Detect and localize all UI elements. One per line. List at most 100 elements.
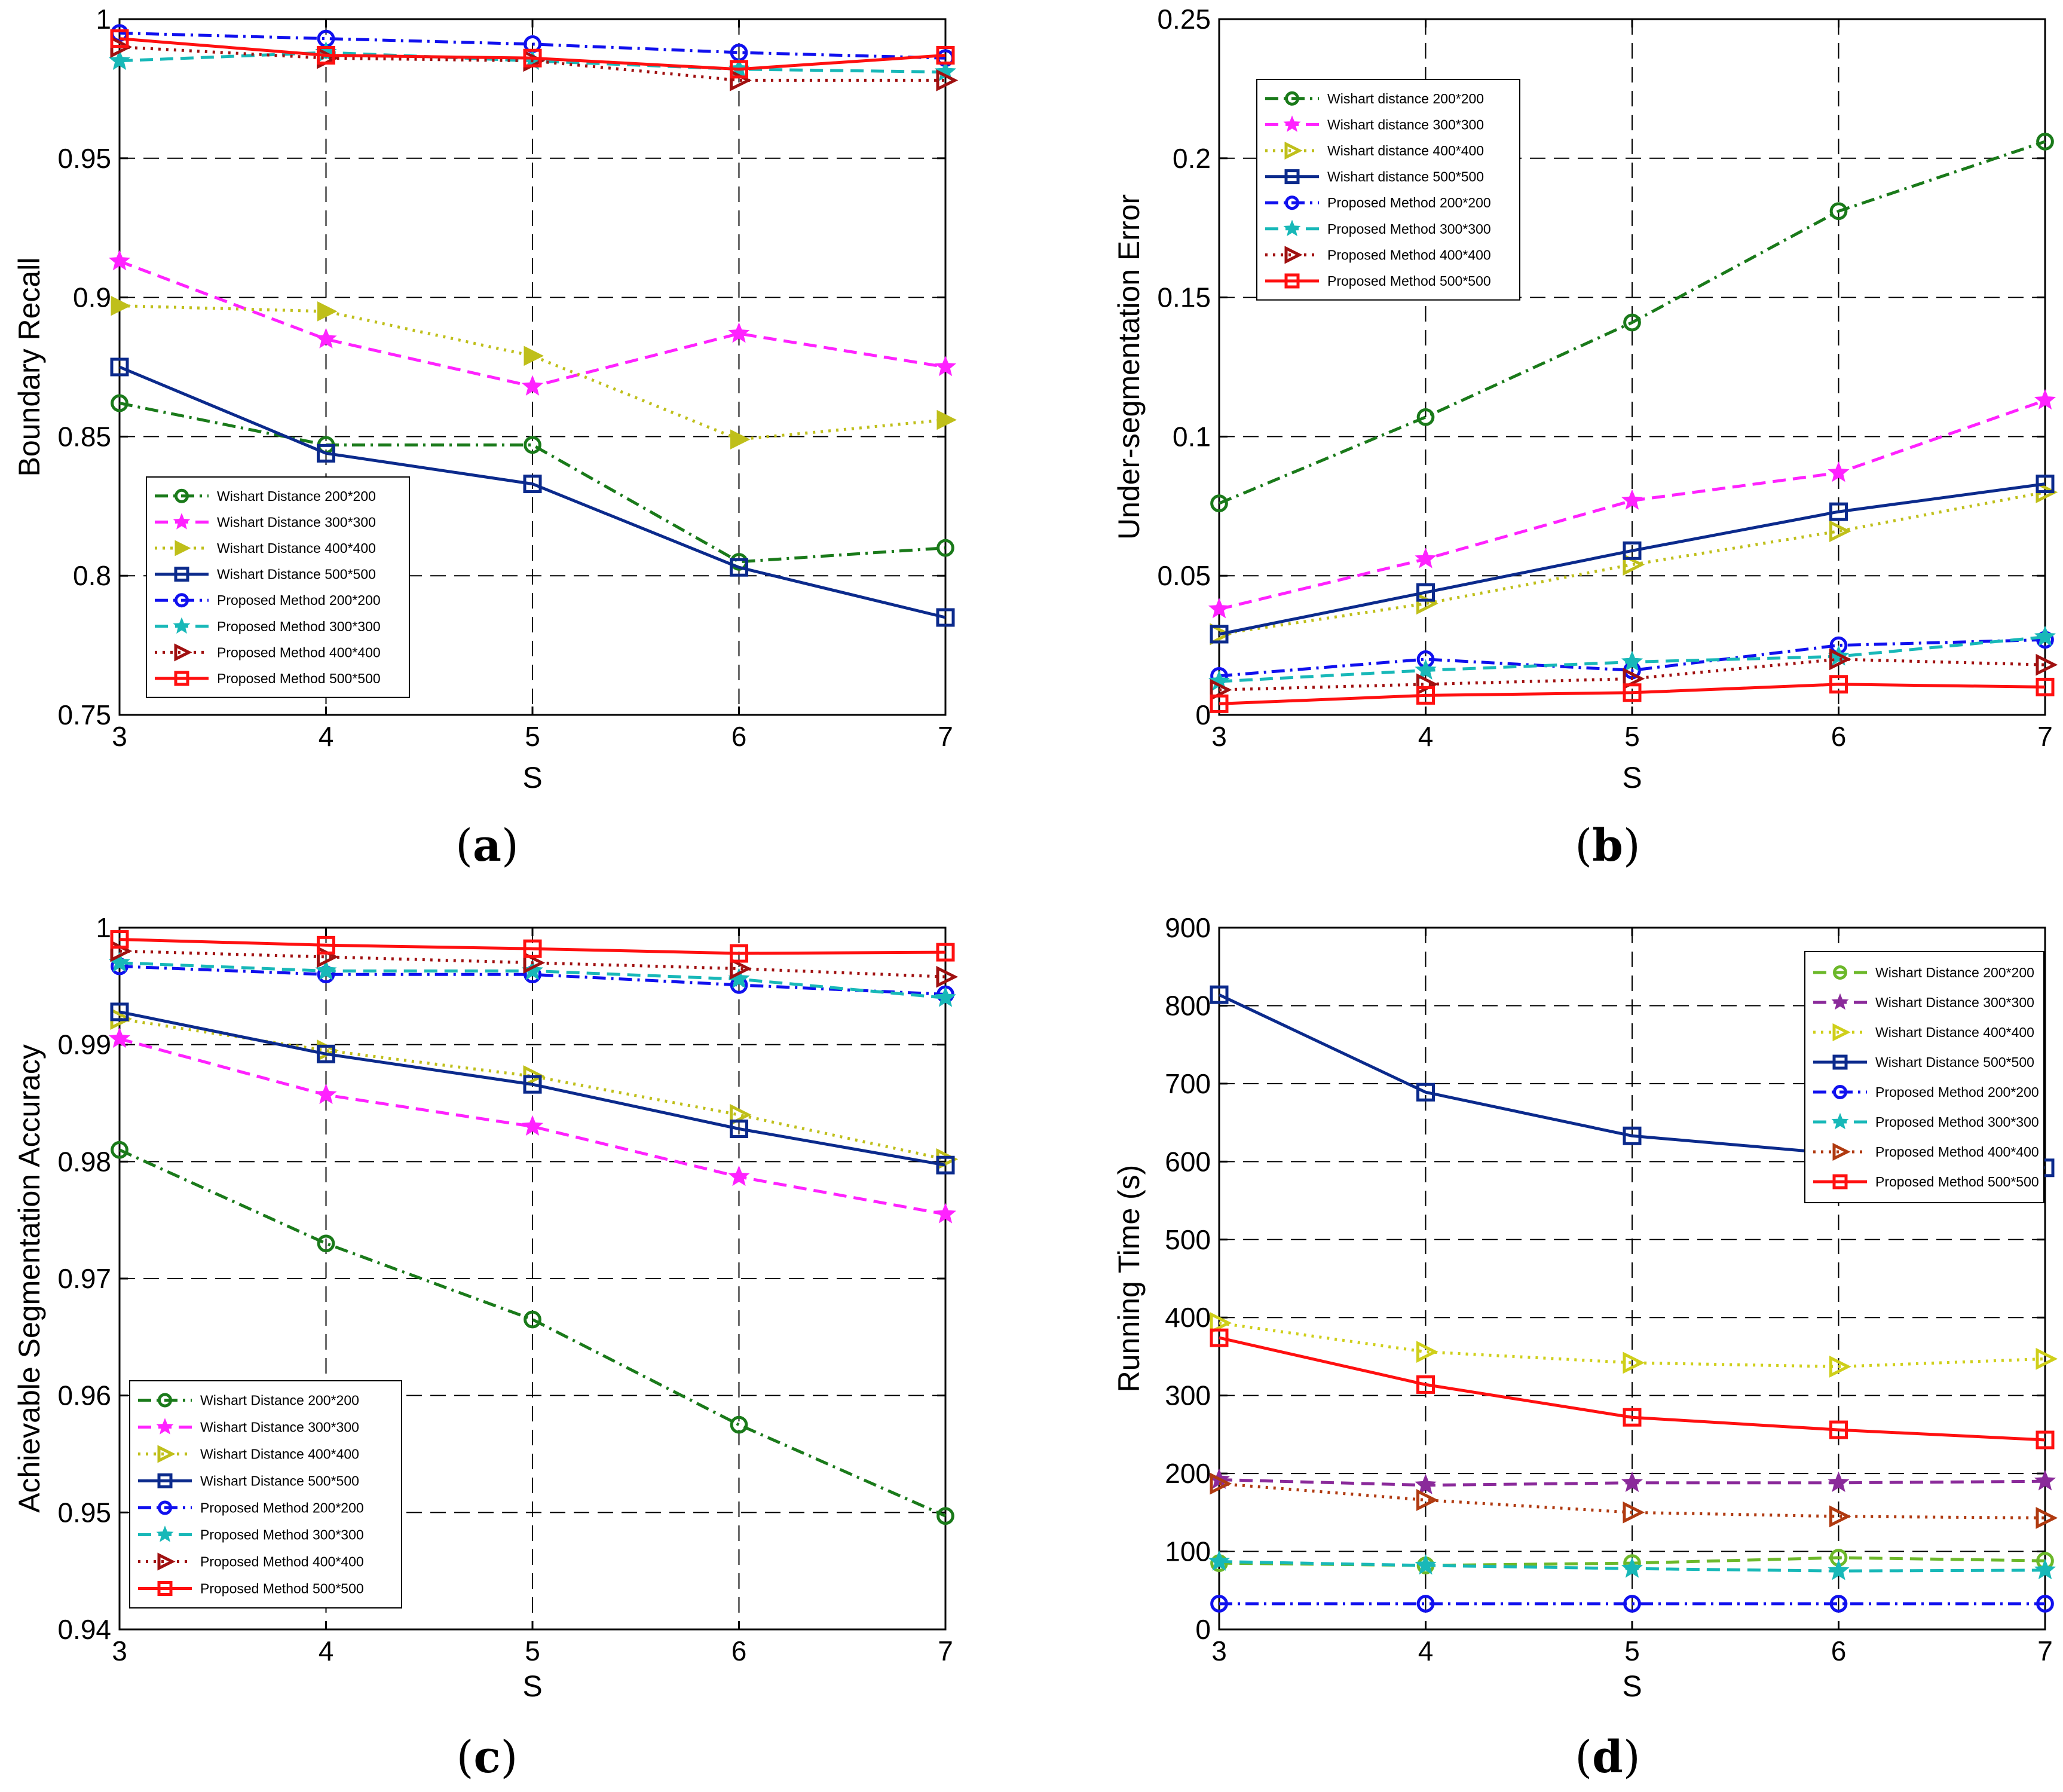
legend-marker <box>173 513 191 530</box>
data-point <box>1210 694 1229 713</box>
legend-marker <box>158 1500 172 1515</box>
data-point <box>1416 1595 1435 1613</box>
data-point <box>1415 1554 1437 1575</box>
x-tick-label: 7 <box>2037 1635 2053 1666</box>
data-point <box>111 394 128 412</box>
legend-item: Wishart Distance 500*500 <box>138 1473 359 1489</box>
legend-marker <box>174 567 189 582</box>
data-point <box>730 429 751 449</box>
legend-marker <box>1283 219 1301 237</box>
series-line <box>119 938 946 955</box>
legend-item: Wishart Distance 200*200 <box>1813 965 2034 980</box>
legend-box <box>1804 951 2044 1203</box>
data-point <box>111 1140 128 1159</box>
data-point <box>108 250 131 271</box>
legend-item: Proposed Method 500*500 <box>138 1581 364 1597</box>
y-tick-label: 0.9 <box>73 282 111 313</box>
data-point <box>1210 625 1229 644</box>
series-8 <box>110 930 955 963</box>
data-point <box>1829 1595 1848 1613</box>
data-point <box>1623 313 1641 332</box>
legend-marker <box>1284 169 1300 185</box>
x-tick-label: 5 <box>1624 721 1640 752</box>
data-point <box>730 558 748 577</box>
legend-marker <box>1283 115 1301 132</box>
legend-item: Proposed Method 200*200 <box>1265 195 1491 210</box>
legend-box <box>129 1380 402 1608</box>
x-tick-label: 4 <box>1418 1635 1434 1666</box>
legend-label: Wishart Distance 500*500 <box>1875 1054 2034 1070</box>
series-6 <box>1208 625 2056 691</box>
x-tick-label: 7 <box>2037 721 2053 752</box>
y-tick-label: 0.85 <box>57 421 111 452</box>
y-tick-label: 0.25 <box>1157 4 1211 35</box>
legend-label: Proposed Method 300*300 <box>217 619 381 634</box>
series-line <box>1219 638 2046 678</box>
y-tick-label: 900 <box>1165 912 1211 943</box>
legend-item: Wishart Distance 500*500 <box>1813 1054 2034 1070</box>
legend-label: Wishart Distance 200*200 <box>200 1393 359 1408</box>
data-point <box>524 436 541 454</box>
data-point <box>934 1203 957 1224</box>
legend-marker <box>156 1525 174 1542</box>
data-point <box>730 1415 748 1434</box>
legend-label: Proposed Method 300*300 <box>1327 221 1491 237</box>
chart-panel-4: 3 4 5 6 7 0 100 200 300 400 500 600 700 800 900 S Runnin… <box>1112 912 2058 1783</box>
legend-marker <box>156 1418 174 1435</box>
x-tick-label: 3 <box>112 721 127 752</box>
data-point <box>317 301 338 322</box>
data-point <box>1829 502 1848 521</box>
data-point <box>1416 583 1435 602</box>
series-6 <box>1208 1550 2056 1580</box>
panel-caption: (d) <box>1575 1732 1640 1783</box>
panel-caption: (b) <box>1575 820 1640 871</box>
y-axis-label: Running Time (s) <box>1112 1165 1146 1393</box>
legend-label: Wishart Distance 300*300 <box>1875 995 2034 1010</box>
y-tick-label: 400 <box>1165 1302 1211 1333</box>
legend-item: Proposed Method 200*200 <box>1813 1084 2039 1100</box>
legend-label: Wishart Distance 500*500 <box>200 1473 359 1489</box>
data-point <box>1623 1126 1642 1145</box>
legend-marker <box>157 1445 176 1463</box>
data-point <box>317 46 335 65</box>
data-point <box>108 1027 131 1048</box>
data-point <box>936 1155 955 1175</box>
y-tick-label: 500 <box>1165 1224 1211 1255</box>
series-6 <box>108 951 957 1007</box>
y-tick-label: 0.96 <box>57 1380 111 1411</box>
y-tick-label: 0.05 <box>1157 560 1211 591</box>
data-point <box>1623 668 1645 690</box>
chart-panel-3: 3 4 5 6 7 0.94 0.95 0.96 0.97 0.98 0.99 1 S Achievabl… <box>13 912 959 1783</box>
legend-label: Wishart Distance 500*500 <box>217 567 376 582</box>
legend-label: Wishart Distance 300*300 <box>200 1420 359 1435</box>
data-point <box>1829 1356 1851 1378</box>
chart-panel-1: 3 4 5 6 7 0.75 0.8 0.85 0.9 0.95 1 S Boundary Recall… <box>13 4 959 871</box>
series-7 <box>1210 1472 2058 1529</box>
legend-marker <box>174 671 189 686</box>
y-axis-label: Achievable Segmentation Accuracy <box>13 1044 46 1513</box>
series-8 <box>110 29 955 79</box>
series-line <box>118 1148 947 1518</box>
data-point <box>730 1103 752 1126</box>
series-1 <box>111 394 954 571</box>
y-tick-label: 600 <box>1165 1146 1211 1177</box>
legend-label: Wishart Distance 400*400 <box>217 540 376 556</box>
y-tick-label: 1 <box>96 4 111 35</box>
data-point <box>1623 1501 1645 1524</box>
data-point <box>1621 1557 1643 1578</box>
data-point <box>524 1310 541 1329</box>
legend-item: Wishart Distance 400*400 <box>138 1445 359 1463</box>
y-tick-label: 700 <box>1165 1068 1211 1099</box>
series-line <box>119 365 946 619</box>
legend-label: Wishart distance 500*500 <box>1327 169 1484 185</box>
data-point <box>523 939 542 958</box>
series-4 <box>110 357 955 627</box>
x-tick-label: 6 <box>1831 1635 1847 1666</box>
data-point <box>1828 1471 1850 1493</box>
legend-item: Wishart Distance 400*400 <box>1813 1023 2034 1042</box>
series-2 <box>108 1027 957 1224</box>
legend-item: Proposed Method 500*500 <box>1265 273 1491 289</box>
y-tick-label: 100 <box>1165 1536 1211 1567</box>
legend-marker <box>157 1581 173 1596</box>
data-point <box>936 965 959 988</box>
